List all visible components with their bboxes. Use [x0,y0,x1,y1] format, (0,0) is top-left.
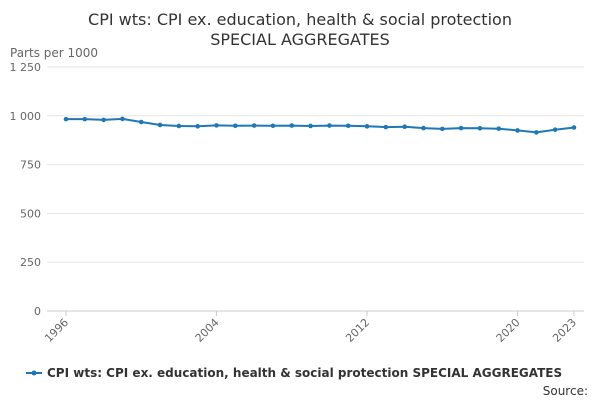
data-point[interactable] [402,124,407,130]
data-point[interactable] [552,127,558,132]
data-point[interactable] [327,123,332,128]
data-point[interactable] [496,126,502,131]
data-point[interactable] [534,130,539,135]
data-point[interactable] [345,123,351,129]
y-tick-label: 250 [20,256,41,269]
data-point[interactable] [63,116,69,122]
x-tick-label: 2023 [550,316,579,345]
y-tick-label: 1 250 [10,61,42,74]
series-group [63,116,577,135]
x-tick-label: 1996 [42,316,71,345]
chart-title-line-2: SPECIAL AGGREGATES [210,30,390,49]
x-tick-label: 2020 [494,316,523,345]
data-point[interactable] [82,116,88,122]
data-point[interactable] [383,124,389,130]
legend-marker-swatch [31,370,37,376]
x-tick-label: 2012 [343,316,372,345]
y-tick-label: 0 [34,305,41,318]
data-point[interactable] [251,123,257,128]
x-axis: 1996 2004 2012 2020 2023 [42,311,579,345]
data-point[interactable] [477,125,483,131]
data-point[interactable] [289,123,295,128]
y-axis-ticks: 0 250 500 750 1 000 1 250 [10,61,42,318]
data-point[interactable] [214,123,219,128]
data-point[interactable] [270,123,276,129]
gridlines [47,66,584,312]
data-point[interactable] [439,126,445,132]
data-point[interactable] [458,125,464,131]
data-point[interactable] [157,122,163,128]
y-tick-label: 750 [20,159,41,172]
data-point[interactable] [195,124,201,129]
chart-title-line-1: CPI wts: CPI ex. education, health & soc… [88,10,512,29]
data-point[interactable] [364,124,370,129]
data-point[interactable] [138,119,144,125]
data-point[interactable] [571,125,577,130]
data-point[interactable] [120,116,125,122]
legend[interactable]: CPI wts: CPI ex. education, health & soc… [26,366,562,380]
y-tick-label: 500 [20,207,41,220]
y-tick-label: 1 000 [10,110,42,123]
x-tick-label: 2004 [193,316,222,345]
data-point[interactable] [515,128,520,133]
y-axis-label: Parts per 1000 [10,46,98,60]
source-label: Source: [543,384,588,398]
data-point[interactable] [233,123,238,129]
data-point[interactable] [176,123,182,129]
series-line [66,117,575,134]
legend-label: CPI wts: CPI ex. education, health & soc… [47,366,562,380]
data-point[interactable] [101,117,106,123]
data-point[interactable] [308,123,313,129]
data-point[interactable] [421,125,426,131]
